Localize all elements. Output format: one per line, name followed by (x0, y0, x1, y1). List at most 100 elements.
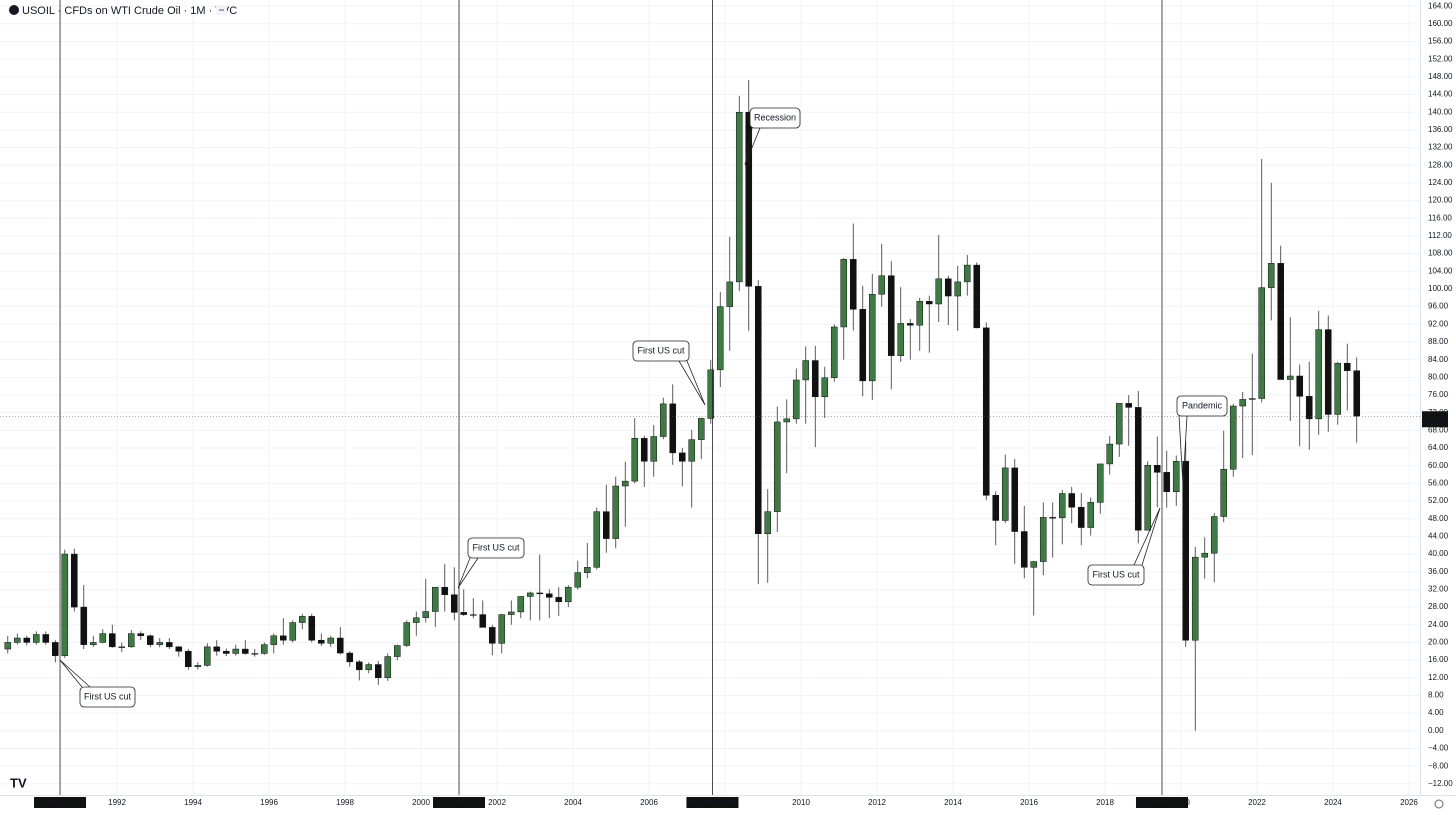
y-tick-label: 80.00 (1428, 372, 1449, 381)
y-tick-label: 36.00 (1428, 567, 1449, 576)
candle-body (1210, 516, 1218, 554)
y-tick-label: 68.00 (1428, 425, 1449, 434)
candle-body (346, 652, 354, 663)
candle-body (108, 633, 116, 648)
candle-body (317, 639, 325, 644)
marker-tag (686, 797, 739, 808)
candle-body (859, 309, 867, 382)
y-tick-label: 44.00 (1428, 531, 1449, 540)
candle-body (783, 418, 791, 423)
y-tick-label: 92.00 (1428, 319, 1449, 328)
candle-body (640, 438, 648, 462)
callout-pointer (59, 659, 91, 688)
callout-text: Pandemic (1182, 400, 1223, 410)
last-price-label: 71.19 (1427, 411, 1448, 420)
candle-body (773, 421, 781, 512)
candle-body (1334, 362, 1342, 415)
candle-body (1296, 375, 1304, 397)
y-tick-label: 116.00 (1428, 213, 1452, 222)
y-tick-label: 56.00 (1428, 478, 1449, 487)
callout-pointer (744, 127, 761, 166)
candle-body (1001, 467, 1009, 521)
candle-body (1144, 465, 1152, 531)
candle-body (32, 634, 40, 643)
candle-body (441, 586, 449, 595)
chart-title: USOIL · CFDs on WTI Crude Oil · 1M · TVC (22, 5, 237, 17)
candle-body (498, 614, 506, 644)
y-tick-label: 32.00 (1428, 585, 1449, 594)
candle-body (621, 480, 629, 487)
candle-body (431, 586, 439, 612)
candle-body (821, 377, 829, 398)
candle-body (897, 323, 905, 356)
y-tick-label: 128.00 (1428, 160, 1453, 169)
x-tick-label: 1992 (108, 798, 126, 807)
x-tick-label: 2022 (1248, 798, 1266, 807)
candle-body (574, 572, 582, 588)
candle-body (555, 597, 563, 603)
x-tick-label: 2024 (1324, 798, 1342, 807)
candle-body (830, 326, 838, 379)
candle-body (1258, 287, 1266, 399)
x-tick-label: 2010 (792, 798, 810, 807)
y-tick-label: 120.00 (1428, 196, 1453, 205)
callout-box (632, 340, 690, 362)
y-tick-label: 64.00 (1428, 443, 1449, 452)
candle-body (336, 637, 344, 654)
candle-body (1353, 370, 1361, 417)
candle-body (1315, 329, 1323, 420)
candle-body (536, 592, 544, 595)
candle-body (13, 637, 21, 643)
candle-body (1068, 493, 1076, 508)
candle-body (374, 664, 382, 679)
symbol-icon (9, 5, 19, 15)
y-tick-label: 132.00 (1428, 143, 1453, 152)
callout-text: First US cut (1092, 569, 1140, 579)
candle-body (849, 259, 857, 310)
candle-body (146, 635, 154, 645)
y-tick-label: 108.00 (1428, 249, 1453, 258)
candle-body (802, 360, 810, 381)
candle-body (232, 648, 240, 654)
candle-body (982, 327, 990, 496)
y-tick-label: 40.00 (1428, 549, 1449, 558)
settings-icon[interactable] (1434, 799, 1444, 809)
candle-body (1248, 398, 1256, 400)
candle-body (241, 648, 249, 654)
candle-body (393, 645, 401, 657)
candle-body (1077, 506, 1085, 528)
candle-body (1049, 517, 1057, 519)
y-tick-label: 24.00 (1428, 620, 1449, 629)
candle-body (878, 275, 886, 295)
candle-body (251, 653, 259, 655)
candle-body (165, 642, 173, 648)
x-tick-label: 2026 (1400, 798, 1418, 807)
candle-body (1324, 329, 1332, 415)
candle-body (488, 627, 496, 644)
candle-body (1286, 375, 1294, 380)
candle-body (1267, 263, 1275, 288)
candle-body (1191, 556, 1199, 641)
x-tick-label: 1996 (260, 798, 278, 807)
callout-pointer (457, 557, 479, 589)
y-tick-label: 84.00 (1428, 355, 1449, 364)
candle-body (754, 286, 762, 534)
callout-pointer (1133, 507, 1161, 566)
countdown-label: 06d 3h (1426, 420, 1448, 427)
marker-tag (34, 797, 87, 808)
candle-body (260, 644, 268, 654)
candle-body (1182, 461, 1190, 641)
y-tick-label: 4.00 (1428, 708, 1444, 717)
candle-body (526, 592, 534, 597)
candle-body (840, 259, 848, 328)
candle-body (156, 642, 164, 645)
candle-body (298, 616, 306, 623)
callout-text: First US cut (472, 542, 520, 552)
y-tick-label: 60.00 (1428, 461, 1449, 470)
candle-body (450, 594, 458, 613)
candle-body (118, 646, 126, 648)
candle-body (270, 635, 278, 645)
y-tick-label: 16.00 (1428, 655, 1449, 664)
x-tick-label: 2006 (640, 798, 658, 807)
